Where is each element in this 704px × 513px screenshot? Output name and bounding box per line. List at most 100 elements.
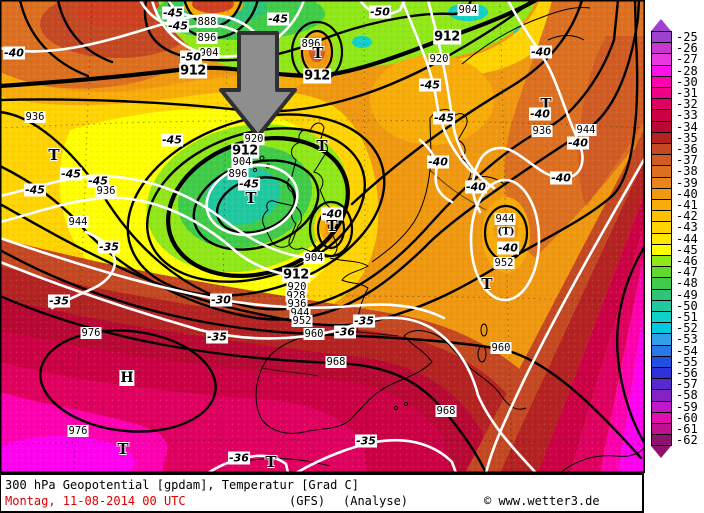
symbol-low-T: T: [481, 275, 493, 293]
contour-label-temperature: -45: [24, 183, 46, 197]
contour-label-geopotential: 960: [303, 328, 325, 340]
contour-label-temperature: -40: [497, 241, 519, 255]
contour-label-temperature: -50: [180, 50, 202, 64]
scale-value: -50: [676, 298, 698, 313]
scale-value: -58: [676, 388, 698, 403]
contour-label-geopotential: 968: [325, 356, 347, 368]
scale-value: -41: [676, 198, 698, 212]
contour-label-geopotential-912: 912: [179, 63, 207, 79]
contour-label-temperature: -36: [228, 451, 250, 465]
map-panel: 888 896 904 -50 912 -45 -45 -40 -45 -50 904 912 920-…: [0, 0, 645, 473]
scale-swatch: [651, 434, 672, 447]
temperature-colorbar: -25 -26 -27 -28 -30 -31 -32 -33 -34 -35 -36 -37 -38-…: [645, 0, 704, 473]
scale-value: -39: [676, 175, 698, 190]
contour-label-temperature: -40: [321, 207, 343, 221]
scale-value: -56: [676, 366, 698, 380]
scale-value: -38: [676, 164, 698, 179]
contour-label-temperature: -35: [353, 314, 375, 328]
symbol-low-T-paren: (T): [497, 226, 515, 238]
symbol-low-T: T: [245, 189, 257, 207]
contour-label-temperature: -45: [267, 12, 289, 26]
contour-label-geopotential: 896: [227, 168, 249, 180]
contour-label-geopotential: 904: [198, 47, 220, 59]
contour-label-temperature: -45: [419, 78, 441, 92]
valid-datetime: Montag, 11-08-2014 00 UTC: [5, 494, 186, 508]
scale-value: -43: [676, 220, 698, 235]
symbol-low-T: T: [312, 44, 324, 62]
contour-label-geopotential: 936: [531, 125, 553, 137]
contour-label-temperature: -35: [48, 294, 70, 308]
contour-label-geopotential: 968: [435, 405, 457, 417]
scale-value: -34: [676, 119, 698, 134]
symbol-low-T: T: [316, 137, 328, 155]
contour-label-geopotential: 944: [575, 124, 597, 136]
scale-value: -45: [676, 242, 698, 257]
contour-label-temperature: -35: [206, 330, 228, 344]
symbol-low-T: T: [265, 453, 277, 471]
scale-value: -49: [676, 287, 698, 302]
scale-value: -57: [676, 377, 698, 392]
contour-label-geopotential: 976: [67, 425, 89, 437]
scale-value: -59: [676, 399, 698, 414]
scale-overflow-down-icon: [651, 445, 671, 458]
contour-label-geopotential: 936: [24, 111, 46, 123]
scale-value: -52: [676, 321, 698, 336]
attention-arrow: [219, 31, 297, 138]
contour-label-geopotential: 896: [196, 32, 218, 44]
scale-value: -53: [676, 332, 698, 347]
contour-label-temperature: -40: [3, 46, 25, 60]
contour-label-geopotential: 920: [428, 53, 450, 65]
contour-label-temperature: -45: [87, 174, 109, 188]
scale-value: -40: [676, 186, 698, 201]
scale-value: -27: [676, 52, 698, 67]
contour-label-temperature: -40: [530, 45, 552, 59]
symbol-low-T: T: [326, 217, 338, 235]
scale-value: -54: [676, 343, 698, 358]
scale-value: -47: [676, 265, 698, 280]
contour-label-temperature: -45: [162, 6, 184, 20]
scale-value: -33: [676, 108, 698, 123]
scale-value: -55: [676, 354, 698, 369]
run-type: (Analyse): [343, 494, 409, 508]
contour-label-geopotential-912: 912: [231, 143, 259, 159]
contour-label-geopotential-912: 912: [433, 29, 461, 45]
contour-label-temperature: -45: [60, 167, 82, 181]
symbol-high-H: H: [119, 370, 135, 386]
scale-value: -25: [676, 30, 698, 44]
contour-label-temperature: -45: [238, 177, 260, 191]
contour-label-temperature: -45: [167, 19, 189, 33]
contour-label-temperature: -40: [529, 107, 551, 121]
contour-label-temperature: -50: [369, 5, 391, 19]
contour-label-geopotential: 960: [490, 342, 512, 354]
contour-label-geopotential-912: 912: [303, 68, 331, 84]
contour-label-geopotential: 904: [303, 252, 325, 264]
contour-label-geopotential: 920: [243, 133, 265, 145]
scale-value: -36: [676, 142, 698, 156]
contour-label-geopotential-912: 912: [282, 267, 310, 283]
contour-label-temperature: -45: [161, 133, 183, 147]
contour-label-temperature: -40: [427, 155, 449, 169]
map-border: [0, 0, 645, 473]
scale-value: -62: [676, 433, 698, 448]
scale-value: -32: [676, 97, 698, 112]
contour-label-temperature: -35: [355, 434, 377, 448]
scale-value: -60: [676, 410, 698, 425]
scale-value: -61: [676, 422, 698, 436]
geopotential-contours: [0, 0, 645, 473]
contour-label-temperature: -45: [433, 111, 455, 125]
contour-label-temperature: -30: [210, 293, 232, 307]
contour-label-geopotential: 904: [457, 4, 479, 16]
contour-label-temperature: -40: [567, 136, 589, 150]
contour-label-geopotential: 944: [494, 213, 516, 225]
contour-label-geopotential: 888: [196, 16, 218, 28]
scale-value: -26: [676, 41, 698, 56]
footer-bar: 300 hPa Geopotential [gpdam], Temperatur…: [0, 473, 644, 513]
scale-value: -37: [676, 153, 698, 168]
contour-label-geopotential: 952: [493, 257, 515, 269]
contour-label-temperature: -40: [550, 171, 572, 185]
contour-label-geopotential: 976: [80, 327, 102, 339]
symbol-low-T: T: [540, 95, 552, 113]
scale-value: -31: [676, 86, 698, 100]
contour-label-geopotential: 944: [67, 216, 89, 228]
